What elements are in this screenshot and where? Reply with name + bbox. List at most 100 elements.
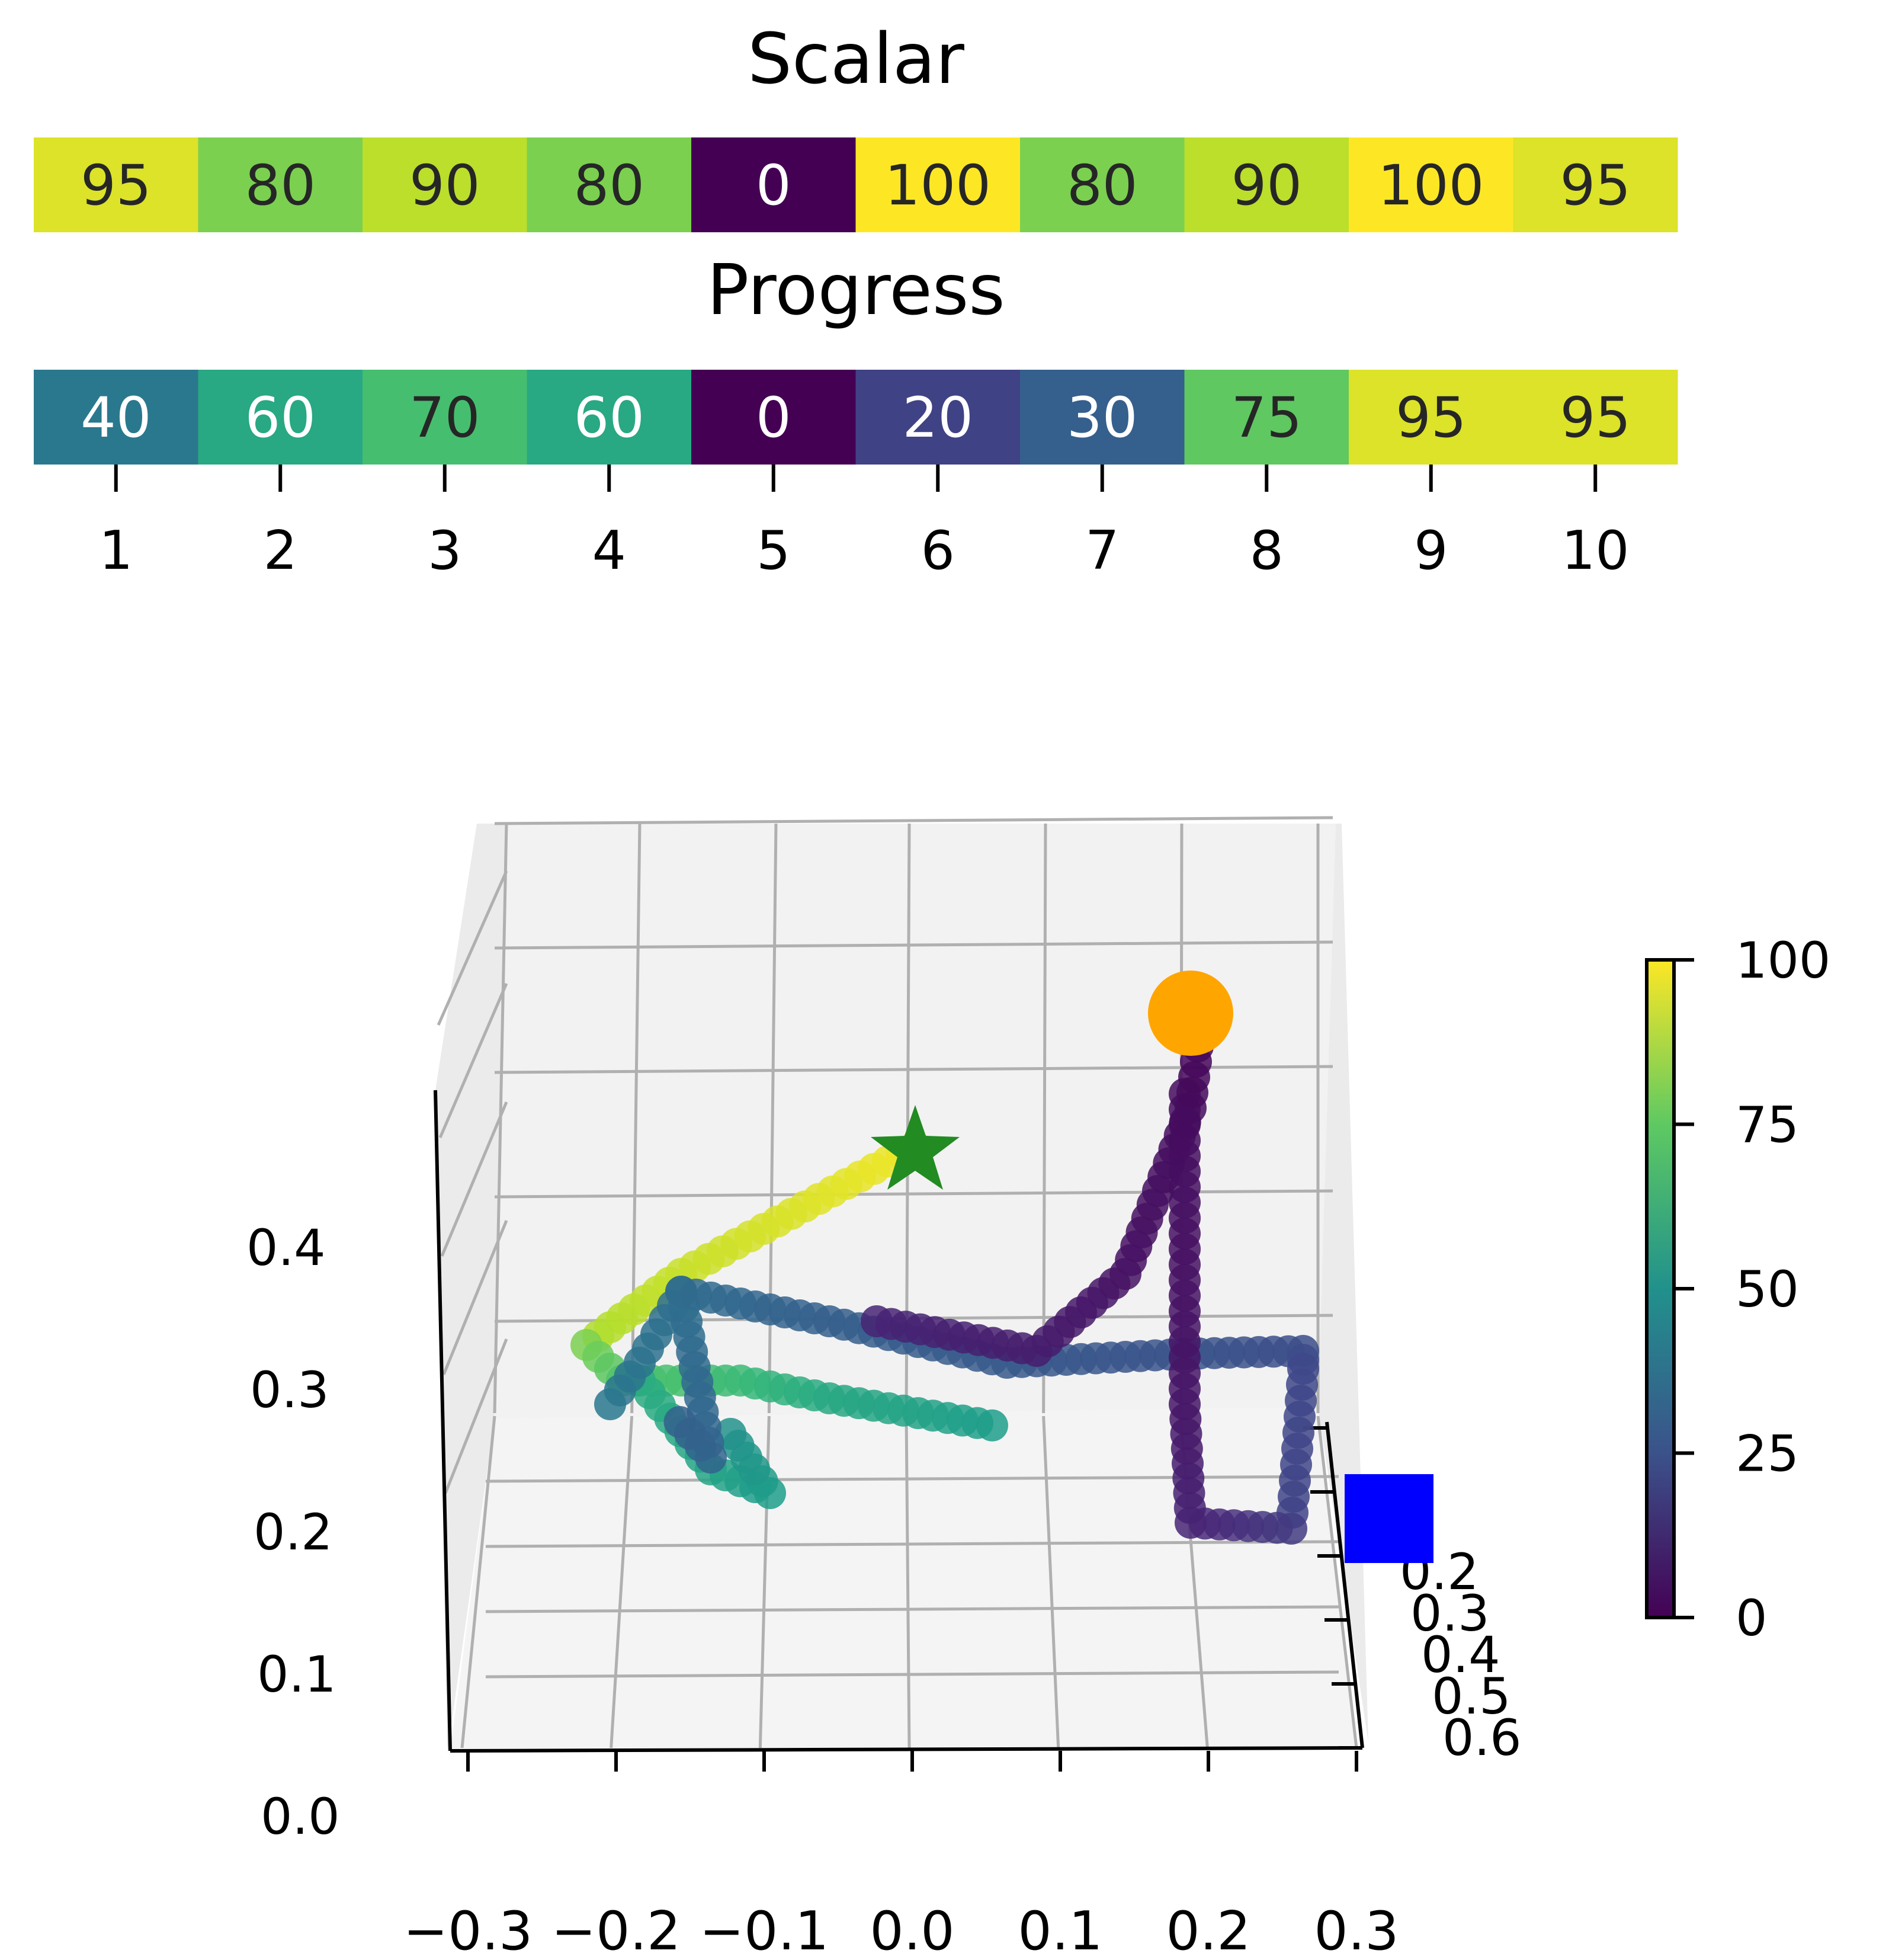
scalar-cell-value-10: 95: [1560, 153, 1631, 218]
z-tick-label: 0.1: [257, 1645, 336, 1703]
progress-cell-value-6: 20: [902, 386, 973, 450]
floor-pane: [450, 1407, 1356, 1751]
progress-tick-label: 6: [921, 520, 955, 582]
progress-cell-6: [855, 370, 1021, 465]
progress-cell-value-8: 75: [1231, 386, 1302, 450]
z-ticks: 0.0 0.1 0.2 0.3 0.4: [246, 1219, 340, 1846]
square-marker: [1345, 1474, 1433, 1563]
y-tick-label: 0.3: [1410, 1584, 1490, 1642]
scalar-cell-value-5: 0: [756, 153, 791, 218]
progress-cell-1: [34, 370, 198, 465]
x-tick-label: 0.1: [1018, 1900, 1102, 1960]
progress-tick-label: 2: [264, 520, 297, 582]
scalar-cell-1: [34, 137, 198, 232]
progress-title: Progress: [707, 249, 1005, 331]
y-tick-label: 0.5: [1432, 1667, 1511, 1725]
progress-cell-2: [198, 370, 363, 465]
grid-line: [485, 1670, 1339, 1679]
progress-cell-value-7: 30: [1067, 386, 1138, 450]
z-tick-label: 0.2: [254, 1503, 333, 1561]
scalar-cell-3: [363, 137, 527, 232]
scalar-title: Scalar: [748, 18, 964, 100]
progress-cell-value-5: 0: [756, 386, 791, 450]
progress-tick-label: 7: [1085, 520, 1119, 582]
colorbar: [1645, 958, 1676, 1619]
grid-line: [437, 870, 508, 1026]
y-ticks: 10.20.30.40.50.6: [1303, 1426, 1522, 1767]
colorbar-ticks: 0 25 50 75 100: [1674, 931, 1830, 1647]
x-ticks: −0.3 −0.2 −0.1 0.0 0.1 0.2 0.3: [403, 1751, 1399, 1960]
progress-cell-3: [363, 370, 527, 465]
grid-line: [1042, 823, 1047, 1414]
y-axis-line: [1325, 1421, 1364, 1748]
trajectory-point: [663, 1406, 696, 1438]
progress-cell-8: [1184, 370, 1349, 465]
grid-line: [905, 1415, 911, 1748]
grid-line: [1316, 1415, 1358, 1748]
progress-x-ticks: 1 2 3 4 5 6 7 8 9 10: [99, 465, 1630, 582]
grid-line: [485, 1605, 1339, 1613]
scalar-cell-2: [198, 137, 363, 232]
grid-line: [494, 940, 1333, 950]
x-tick-label: −0.1: [700, 1900, 829, 1960]
x-tick-label: 0.3: [1314, 1900, 1399, 1960]
x-tick-label: 0.0: [870, 1900, 954, 1960]
y-tick-label: 0.6: [1442, 1709, 1522, 1767]
progress-cell-value-3: 70: [409, 386, 480, 450]
scalar-cell-8: [1184, 137, 1349, 232]
scalar-cell-7: [1020, 137, 1185, 232]
scalar-cell-value-1: 95: [81, 153, 152, 218]
colorbar-tick-label: 25: [1736, 1425, 1799, 1483]
grid-line: [485, 1540, 1339, 1548]
grid-line: [442, 1220, 508, 1375]
trajectory-point: [976, 1409, 1008, 1442]
progress-cell-value-4: 60: [573, 386, 644, 450]
progress-cell-9: [1349, 370, 1513, 465]
grid-line: [444, 1338, 508, 1494]
scalar-cells: 95 80 90 80 0 100 80 90 100 95: [34, 137, 1678, 232]
scalar-cell-10: [1513, 137, 1678, 232]
colorbar-tick-label: 50: [1736, 1260, 1799, 1318]
progress-cell-7: [1020, 370, 1185, 465]
scalar-cell-value-2: 80: [245, 153, 316, 218]
progress-cell-4: [527, 370, 692, 465]
progress-tick-label: 4: [592, 520, 626, 582]
scalar-cell-value-3: 90: [409, 153, 480, 218]
grid-line: [440, 1101, 508, 1257]
start-marker: [1148, 971, 1233, 1056]
scalar-cell-value-9: 100: [1378, 153, 1484, 218]
x-axis-line: [450, 1746, 1363, 1753]
z-tick-label: 0.3: [250, 1361, 329, 1419]
y-tick-label: 0.4: [1421, 1626, 1500, 1684]
progress-cell-value-9: 95: [1396, 386, 1467, 450]
scalar-heatmap: Scalar 95 80 90 80 0 100 80 90 100 95: [34, 18, 1678, 232]
z-tick-label: 0.4: [246, 1219, 326, 1277]
grid-line: [460, 1415, 496, 1748]
grid-line: [494, 816, 1333, 825]
grid-line: [438, 983, 508, 1138]
scalar-cell-5: [691, 137, 856, 232]
progress-cell-value-2: 60: [245, 386, 316, 450]
x-tick-label: 0.2: [1166, 1900, 1250, 1960]
goal-marker: [871, 1105, 960, 1190]
scatter-3d: −0.3 −0.2 −0.1 0.0 0.1 0.2 0.3 10.20.30.40.50.…: [246, 816, 1830, 1960]
grid-line: [610, 1415, 634, 1748]
progress-tick-label: 8: [1250, 520, 1284, 582]
progress-tick-label: 1: [99, 520, 133, 582]
z-tick-label: 0.0: [261, 1788, 340, 1846]
grid-line: [1042, 1415, 1060, 1748]
left-pane: [435, 824, 506, 1754]
progress-cell-5: [691, 370, 856, 465]
scalar-cell-value-4: 80: [573, 153, 644, 218]
colorbar-tick-label: 100: [1736, 931, 1830, 989]
progress-tick-label: 3: [428, 520, 461, 582]
progress-cell-value-10: 95: [1560, 386, 1631, 450]
x-tick-label: −0.2: [551, 1900, 681, 1960]
progress-cell-10: [1513, 370, 1678, 465]
scalar-cell-6: [855, 137, 1021, 232]
scalar-cell-value-8: 90: [1231, 153, 1302, 218]
progress-tick-label: 9: [1414, 520, 1448, 582]
z-axis-line: [434, 1090, 452, 1751]
x-tick-label: −0.3: [403, 1900, 533, 1960]
